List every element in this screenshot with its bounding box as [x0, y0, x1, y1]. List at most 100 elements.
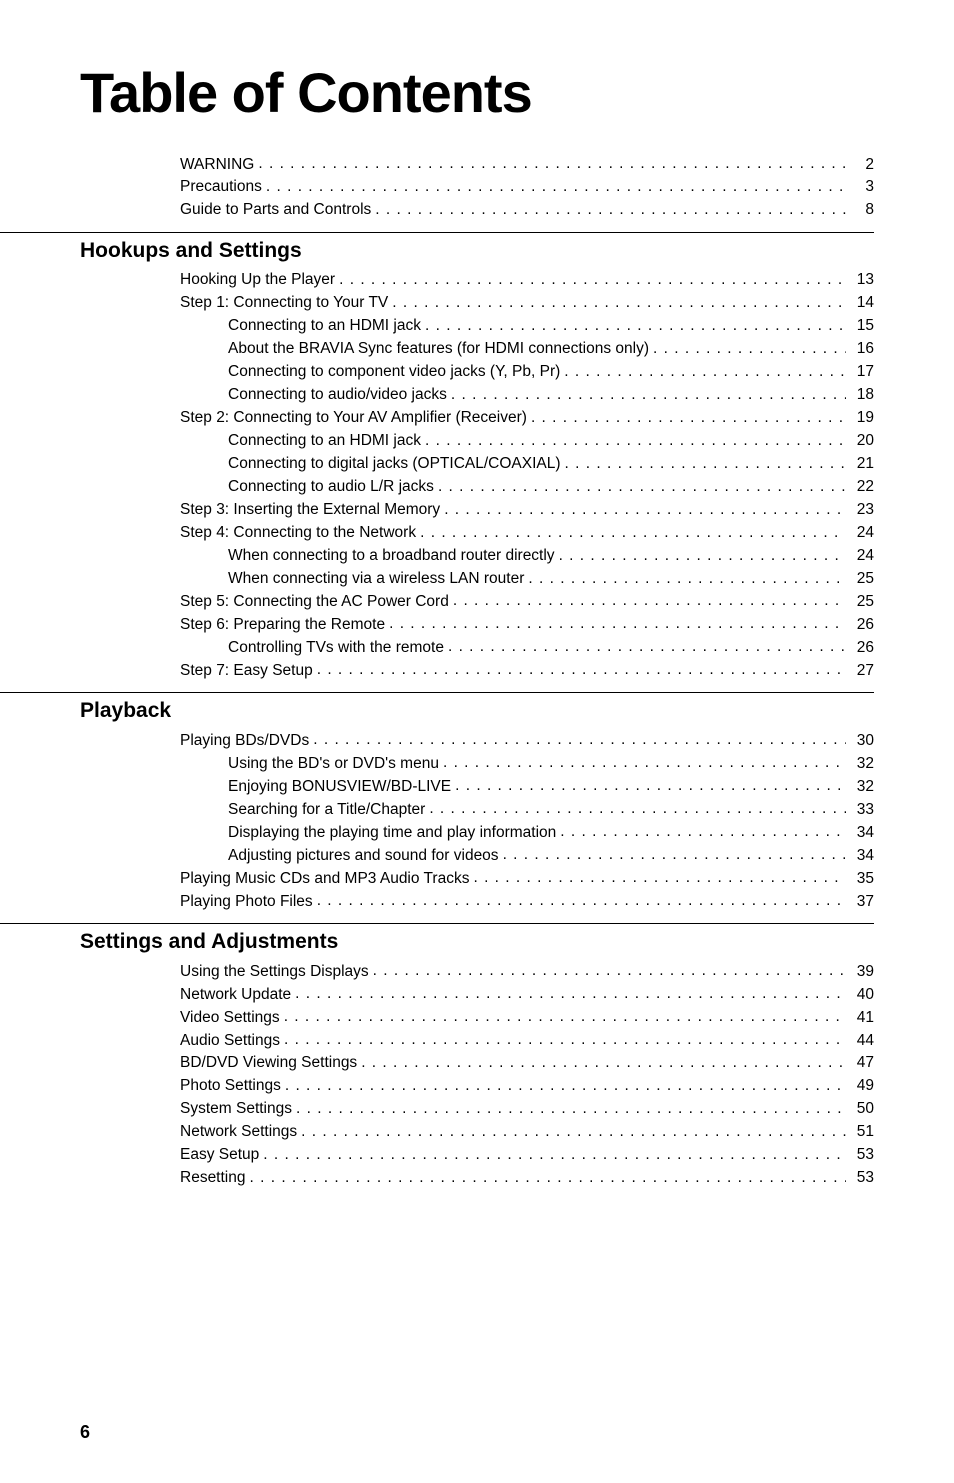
toc-page-number: 34 — [850, 822, 874, 844]
toc-entry-label: Enjoying BONUSVIEW/BD-LIVE — [228, 776, 451, 798]
toc-row: Playing Music CDs and MP3 Audio Tracks35 — [180, 867, 874, 890]
toc-entry-label: Adjusting pictures and sound for videos — [228, 845, 499, 867]
toc-row: Step 3: Inserting the External Memory23 — [180, 499, 874, 522]
toc-page-number: 50 — [850, 1098, 874, 1120]
dot-leader — [425, 430, 846, 446]
toc-subrow: Controlling TVs with the remote26 — [228, 636, 874, 659]
dot-leader — [263, 1144, 846, 1160]
toc-row: Step 4: Connecting to the Network 24 — [180, 522, 874, 545]
dot-leader — [528, 568, 846, 584]
toc-row: WARNING 2 — [180, 153, 874, 176]
toc-entry-label: Easy Setup — [180, 1144, 259, 1166]
dot-leader — [389, 613, 846, 629]
toc-row: System Settings 50 — [180, 1098, 874, 1121]
toc-subrow: Searching for a Title/Chapter33 — [228, 798, 874, 821]
front-matter-block: WARNING 2 Precautions 3 Guide to Parts a… — [180, 153, 874, 222]
toc-subrow: When connecting via a wireless LAN route… — [228, 568, 874, 591]
dot-leader — [249, 1167, 846, 1183]
toc-entry-label: WARNING — [180, 154, 254, 176]
toc-page-number: 34 — [850, 845, 874, 867]
toc-row: Easy Setup 53 — [180, 1144, 874, 1167]
toc-entry-label: Step 7: Easy Setup — [180, 660, 313, 682]
toc-entry-label: Using the BD's or DVD's menu — [228, 753, 439, 775]
toc-entry-label: When connecting via a wireless LAN route… — [228, 568, 524, 590]
dot-leader — [438, 476, 846, 492]
dot-leader — [301, 1121, 846, 1137]
toc-subrow: Enjoying BONUSVIEW/BD-LIVE 32 — [228, 775, 874, 798]
dot-leader — [284, 1006, 846, 1022]
toc-page-number: 32 — [850, 776, 874, 798]
toc-row: Photo Settings49 — [180, 1075, 874, 1098]
dot-leader — [317, 890, 846, 906]
toc-entry-label: Displaying the playing time and play inf… — [228, 822, 556, 844]
toc-entry-label: Connecting to component video jacks (Y, … — [228, 361, 560, 383]
toc-page-number: 41 — [850, 1007, 874, 1029]
toc-row: Playing Photo Files37 — [180, 890, 874, 913]
dot-leader — [339, 269, 846, 285]
toc-page-number: 14 — [850, 292, 874, 314]
toc-page-number: 16 — [850, 338, 874, 360]
toc-entry-label: Step 4: Connecting to the Network — [180, 522, 416, 544]
toc-row: Video Settings 41 — [180, 1006, 874, 1029]
dot-leader — [473, 867, 846, 883]
toc-page-number: 44 — [850, 1030, 874, 1052]
toc-entry-label: Playing Photo Files — [180, 891, 313, 913]
toc-section: Hookups and Settings Hooking Up the Play… — [180, 239, 874, 682]
dot-leader — [565, 453, 846, 469]
toc-entry-label: Video Settings — [180, 1007, 280, 1029]
toc-subrow: About the BRAVIA Sync features (for HDMI… — [228, 338, 874, 361]
section-title: Playback — [80, 699, 874, 723]
toc-subrow: Connecting to audio/video jacks18 — [228, 384, 874, 407]
toc-page-number: 19 — [850, 407, 874, 429]
toc-entry-label: Guide to Parts and Controls — [180, 199, 371, 221]
toc-subrow: Connecting to component video jacks (Y, … — [228, 361, 874, 384]
page-footer-number: 6 — [80, 1422, 90, 1443]
dot-leader — [443, 752, 846, 768]
dot-leader — [317, 659, 846, 675]
toc-entry-label: Resetting — [180, 1167, 245, 1189]
toc-subrow: Displaying the playing time and play inf… — [228, 821, 874, 844]
toc-page-number: 53 — [850, 1144, 874, 1166]
toc-subrow: Connecting to an HDMI jack20 — [228, 430, 874, 453]
toc-entry-label: Network Settings — [180, 1121, 297, 1143]
toc-page-number: 51 — [850, 1121, 874, 1143]
dot-leader — [420, 522, 846, 538]
toc-page-number: 3 — [850, 176, 874, 198]
toc-page-number: 33 — [850, 799, 874, 821]
toc-page-number: 25 — [850, 591, 874, 613]
toc-entry-label: Playing Music CDs and MP3 Audio Tracks — [180, 868, 469, 890]
dot-leader — [531, 407, 846, 423]
toc-page-number: 24 — [850, 522, 874, 544]
dot-leader — [560, 821, 846, 837]
toc-page-number: 24 — [850, 545, 874, 567]
toc-entry-label: Network Update — [180, 984, 291, 1006]
document-title: Table of Contents — [80, 60, 874, 125]
toc-subrow: Adjusting pictures and sound for videos 3… — [228, 844, 874, 867]
toc-row: Precautions 3 — [180, 176, 874, 199]
toc-entry-label: System Settings — [180, 1098, 292, 1120]
dot-leader — [296, 1098, 846, 1114]
toc-entry-label: Precautions — [180, 176, 262, 198]
toc-subrow: Using the BD's or DVD's menu32 — [228, 752, 874, 775]
toc-page-number: 15 — [850, 315, 874, 337]
toc-page-number: 49 — [850, 1075, 874, 1097]
toc-page-number: 8 — [850, 199, 874, 221]
toc-page-number: 47 — [850, 1052, 874, 1074]
toc-row: BD/DVD Viewing Settings47 — [180, 1052, 874, 1075]
dot-leader — [425, 315, 846, 331]
toc-row: Using the Settings Displays39 — [180, 960, 874, 983]
toc-row: Step 2: Connecting to Your AV Amplifier … — [180, 407, 874, 430]
toc-entry-label: Connecting to audio L/R jacks — [228, 476, 434, 498]
toc-section: Playback Playing BDs/DVDs30 Using the BD… — [180, 699, 874, 913]
dot-leader — [392, 292, 846, 308]
toc-page-number: 23 — [850, 499, 874, 521]
toc-entry-label: Controlling TVs with the remote — [228, 637, 444, 659]
toc-page-number: 2 — [850, 154, 874, 176]
dot-leader — [373, 960, 846, 976]
toc-entry-label: When connecting to a broadband router di… — [228, 545, 555, 567]
toc-row: Audio Settings44 — [180, 1029, 874, 1052]
toc-row: Step 7: Easy Setup27 — [180, 659, 874, 682]
dot-leader — [444, 499, 846, 515]
toc-entry-label: Connecting to an HDMI jack — [228, 315, 421, 337]
section-divider — [0, 923, 874, 924]
